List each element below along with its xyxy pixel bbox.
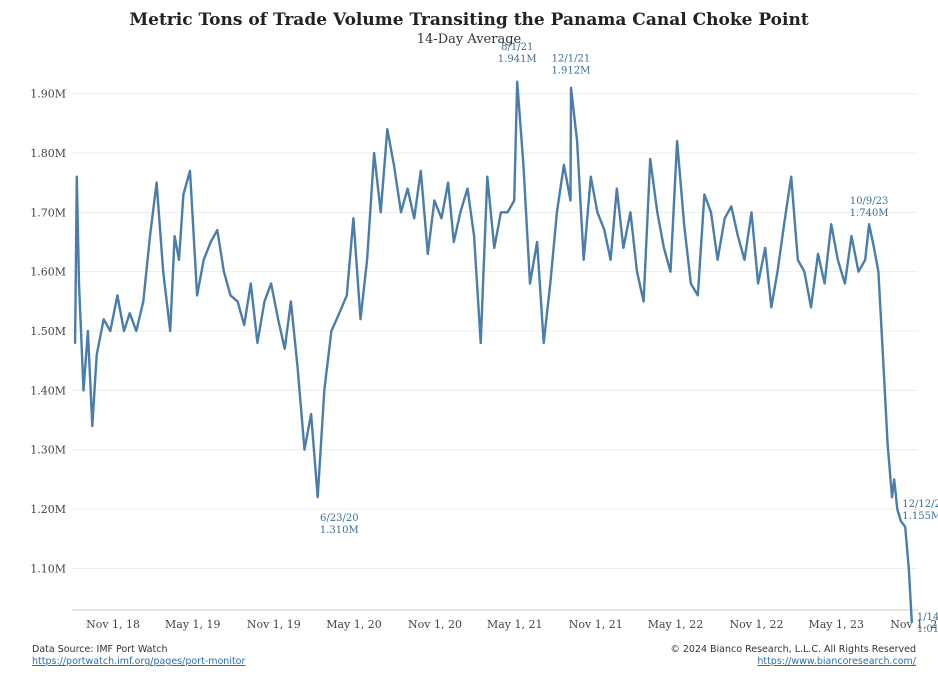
annotation-value: 1.740M [850, 208, 889, 219]
annotation-value: 1.155M [902, 511, 938, 522]
annotation-date: 10/9/23 [850, 196, 889, 207]
series-line [73, 80, 913, 624]
data-source-link[interactable]: https://portwatch.imf.org/pages/port-mon… [32, 656, 246, 667]
copyright-text: © 2024 Bianco Research, L.L.C. All Right… [670, 644, 916, 655]
x-tick-label: Nov 1, 23 [890, 618, 938, 631]
y-tick-label: 1.10M [30, 562, 66, 575]
annotation-date: 8/1/21 [501, 42, 533, 53]
x-tick-label: May 1, 22 [648, 618, 704, 631]
annotation-value: 1.941M [498, 54, 537, 65]
data-source-label: Data Source: IMF Port Watch [32, 644, 168, 655]
y-tick-label: 1.90M [30, 88, 66, 101]
y-tick-label: 1.70M [30, 206, 66, 219]
annotation-value: 1.310M [320, 525, 359, 536]
y-tick-label: 1.80M [30, 147, 66, 160]
annotation-value: 1.912M [552, 66, 591, 77]
annotation-date: 1/14/24 [917, 612, 938, 623]
annotation-date: 12/1/21 [552, 54, 591, 65]
chart-title: Metric Tons of Trade Volume Transiting t… [129, 10, 809, 30]
y-tick-label: 1.20M [30, 503, 66, 516]
x-tick-label: Nov 1, 18 [86, 618, 140, 631]
x-tick-label: Nov 1, 22 [730, 618, 784, 631]
y-tick-label: 1.60M [30, 266, 66, 279]
annotation-date: 6/23/20 [320, 513, 359, 524]
y-tick-label: 1.50M [30, 325, 66, 338]
chart-subtitle: 14-Day Average [416, 32, 522, 47]
x-tick-label: Nov 1, 19 [247, 618, 301, 631]
y-tick-label: 1.30M [30, 444, 66, 457]
x-tick-label: May 1, 21 [487, 618, 543, 631]
x-tick-label: Nov 1, 21 [569, 618, 623, 631]
annotation-date: 12/12/23 [902, 499, 938, 510]
x-tick-label: May 1, 19 [165, 618, 221, 631]
x-tick-label: Nov 1, 20 [408, 618, 462, 631]
annotation-value: 1.011M [917, 624, 938, 635]
x-tick-label: May 1, 23 [808, 618, 864, 631]
y-tick-label: 1.40M [30, 384, 66, 397]
x-tick-label: May 1, 20 [326, 618, 382, 631]
bianco-research-link[interactable]: https://www.biancoresearch.com/ [757, 656, 916, 667]
